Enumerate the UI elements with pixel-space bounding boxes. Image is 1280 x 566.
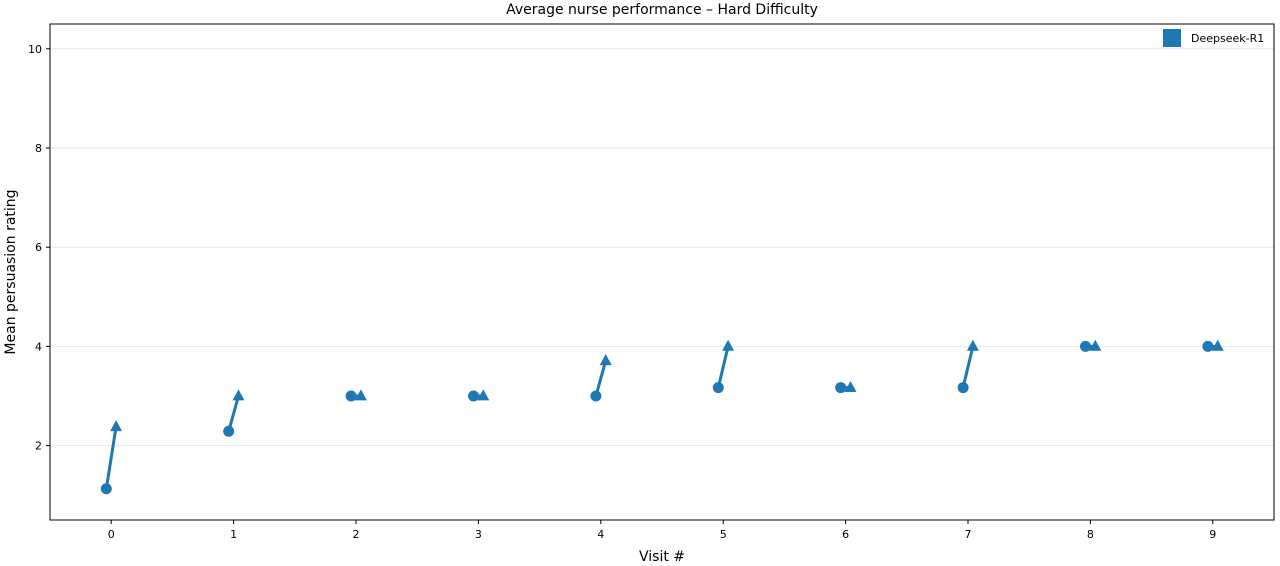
- y-tick-label-10: 10: [28, 43, 42, 56]
- end-point-visit-0: [110, 420, 123, 432]
- change-line-visit-1: [227, 395, 240, 432]
- x-tick-label-7: 7: [965, 528, 972, 541]
- grid: [50, 48, 1274, 447]
- start-point-visit-2: [345, 390, 357, 402]
- change-line-visit-0: [104, 426, 118, 489]
- change-line-visit-4: [594, 360, 608, 397]
- x-tick-label-1: 1: [230, 528, 237, 541]
- start-point-visit-1: [223, 425, 235, 437]
- y-tick-label-6: 6: [35, 241, 42, 254]
- y-axis-label: Mean persuasion rating: [3, 189, 19, 354]
- x-tick-label-0: 0: [108, 528, 115, 541]
- start-point-visit-7: [957, 382, 969, 394]
- y-axis: 2 4 6 8 10: [28, 43, 50, 453]
- y-tick-label-4: 4: [35, 340, 42, 353]
- end-point-visit-9: [1211, 339, 1224, 351]
- start-point-visit-0: [100, 483, 112, 495]
- start-point-visit-4: [590, 390, 602, 402]
- end-point-visit-2: [354, 389, 367, 401]
- data-marks: [100, 339, 1224, 495]
- start-point-visit-9: [1202, 340, 1214, 352]
- start-point-visit-8: [1080, 340, 1092, 352]
- end-point-visit-8: [1089, 339, 1102, 351]
- x-axis-label: Visit #: [639, 549, 685, 565]
- x-tick-label-4: 4: [597, 528, 604, 541]
- plot-frame: [49, 23, 1275, 521]
- x-tick-label-6: 6: [842, 528, 849, 541]
- change-line-visit-5: [716, 346, 730, 388]
- x-tick-label-2: 2: [353, 528, 360, 541]
- change-line-visit-7: [961, 346, 975, 388]
- end-point-visit-6: [844, 380, 857, 392]
- x-axis: 0 1 2 3 4 5 6 7 8 9: [108, 520, 1216, 541]
- y-tick-label-8: 8: [35, 142, 42, 155]
- chart-title: Average nurse performance – Hard Difficu…: [506, 2, 818, 18]
- end-point-visit-3: [477, 389, 490, 401]
- legend: Deepseek-R1: [1163, 29, 1264, 47]
- start-point-visit-3: [468, 390, 480, 402]
- x-tick-label-5: 5: [720, 528, 727, 541]
- x-tick-label-9: 9: [1209, 528, 1216, 541]
- y-tick-label-2: 2: [35, 440, 42, 453]
- start-point-visit-5: [712, 382, 724, 394]
- start-point-visit-6: [835, 382, 847, 394]
- end-point-visit-1: [232, 389, 245, 401]
- x-tick-label-3: 3: [475, 528, 482, 541]
- end-point-visit-7: [966, 339, 979, 351]
- legend-label-deepseek-r1: Deepseek-R1: [1191, 32, 1264, 45]
- x-tick-label-8: 8: [1087, 528, 1094, 541]
- legend-swatch-deepseek-r1: [1163, 29, 1181, 47]
- end-point-visit-5: [722, 339, 735, 351]
- end-point-visit-4: [599, 354, 612, 366]
